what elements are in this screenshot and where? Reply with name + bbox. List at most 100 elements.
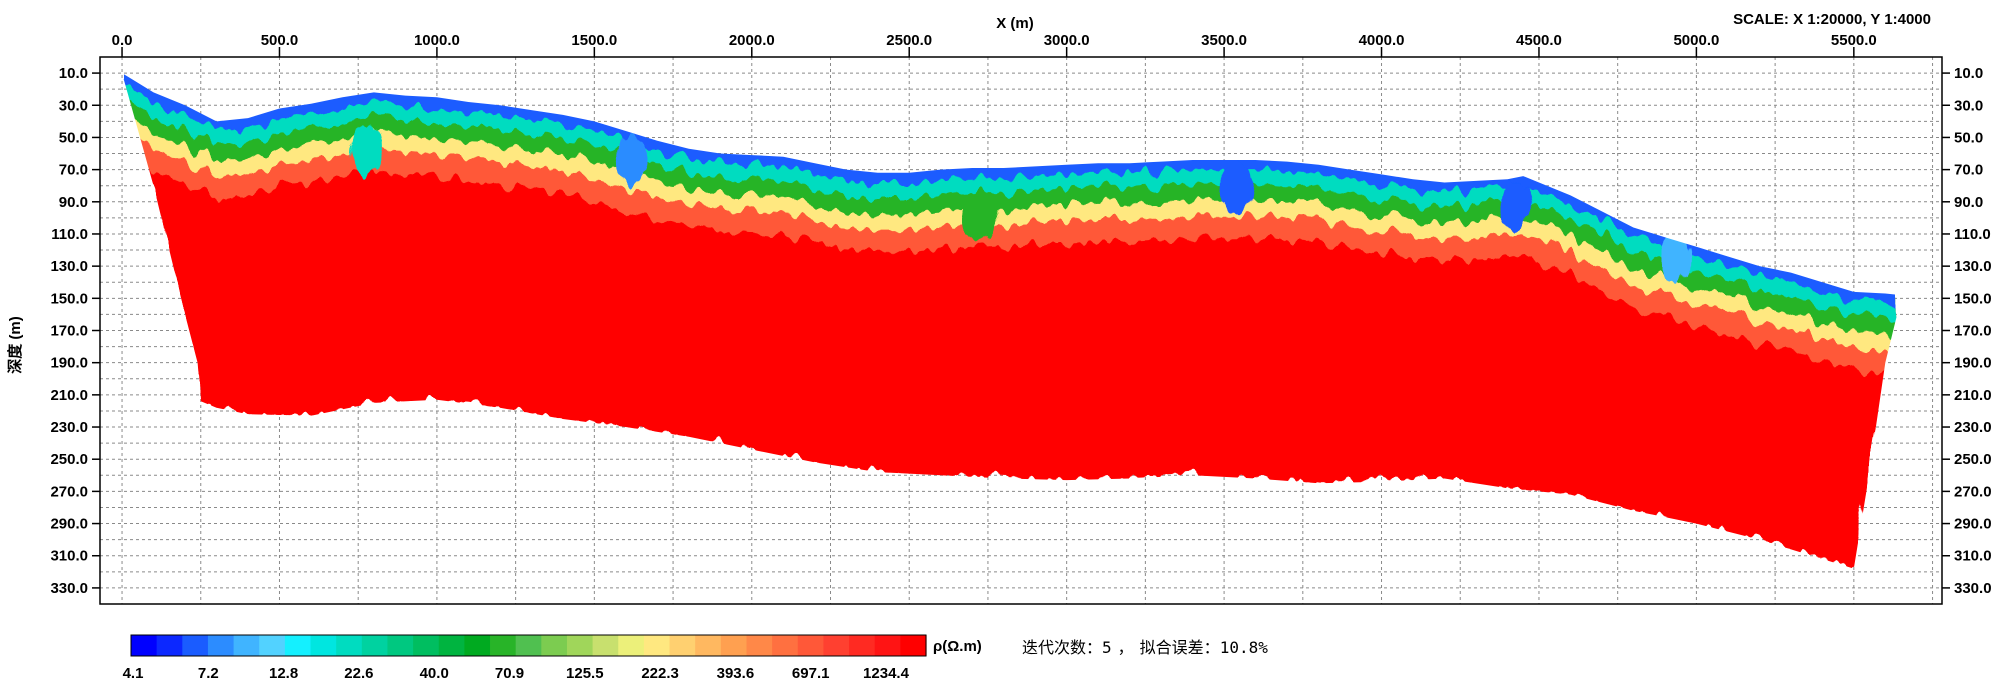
inversion-info: 迭代次数：5 ， 拟合误差：10.8% [1022,638,1268,657]
info-separator: ， [1118,638,1134,657]
y-tick-label-left: 170.0 [50,323,88,340]
y-tick-label-right: 10.0 [1954,65,1983,82]
colorbar-swatch [490,635,517,656]
fit-error-label: 拟合误差： [1140,638,1220,657]
colorbar-swatch [156,635,183,656]
colorbar-swatch [823,635,850,656]
colorbar-swatch [336,635,363,656]
colorbar-swatch [131,635,158,656]
y-tick-label-right: 70.0 [1954,162,1983,179]
iterations-label: 迭代次数： [1022,638,1102,657]
x-tick-label: 2500.0 [886,32,932,49]
colorbar-swatch [310,635,337,656]
y-tick-label-left: 210.0 [50,387,88,404]
colorbar-swatch [746,635,773,656]
y-tick-label-right: 310.0 [1954,548,1992,565]
colorbar-swatch [413,635,440,656]
colorbar-swatch [361,635,389,656]
iterations-value: 5 [1102,638,1112,657]
colorbar-tick-label: 7.2 [198,665,219,682]
y-tick-label-left: 190.0 [50,355,88,372]
y-tick-label-right: 330.0 [1954,580,1992,597]
y-tick-label-right: 150.0 [1954,290,1992,307]
y-tick-label-right: 110.0 [1954,226,1991,243]
resistivity-section [122,73,1902,569]
colorbar-tick-label: 1234.4 [863,665,910,682]
y-tick-label-right: 210.0 [1954,387,1992,404]
y-tick-label-left: 270.0 [50,483,88,500]
x-tick-label: 5500.0 [1831,32,1877,49]
y-tick-label-right: 90.0 [1954,194,1983,211]
resistivity-fill [122,73,1902,569]
low-resistivity-pocket [350,124,379,177]
low-resistivity-pocket [967,191,996,244]
colorbar-swatch [182,635,209,656]
x-tick-label: 3000.0 [1044,32,1090,49]
colorbar: 4.1 7.2 12.8 22.6 40.0 70.9 125.5 222.3 393.6 697… [123,634,927,682]
x-tick-label: 1500.0 [571,32,617,49]
y-tick-label-right: 30.0 [1954,97,1983,114]
y-tick-label-left: 150.0 [50,290,88,307]
x-tick-label: 0.0 [112,32,133,49]
y-tick-label-right: 130.0 [1954,258,1992,275]
colorbar-swatch [618,635,645,656]
y-tick-label-left: 230.0 [50,419,88,436]
colorbar-swatch [541,635,568,656]
colorbar-swatch [566,635,594,656]
y-tick-label-left: 30.0 [59,97,88,114]
colorbar-tick-label: 22.6 [344,665,373,682]
colorbar-tick-label: 12.8 [269,665,298,682]
fit-error-value: 10.8% [1220,638,1269,657]
section-body [122,73,1902,569]
colorbar-swatch [720,635,748,656]
y-axis-title: 深度 (m) [6,316,24,374]
x-tick-label: 1000.0 [414,32,460,49]
x-tick-label: 4500.0 [1516,32,1562,49]
colorbar-swatch [849,635,876,656]
scale-text: SCALE: X 1:20000, Y 1:4000 [1733,11,1931,28]
y-tick-label-right: 250.0 [1954,451,1992,468]
colorbar-swatch [874,635,901,656]
colorbar-tick-label: 393.6 [717,665,755,682]
y-tick-label-left: 250.0 [50,451,88,468]
y-tick-label-left: 110.0 [51,226,88,243]
colorbar-swatch [207,635,235,656]
y-tick-label-left: 130.0 [50,258,88,275]
y-tick-label-right: 290.0 [1954,516,1992,533]
y-tick-label-left: 330.0 [50,580,88,597]
x-axis-title: X (m) [996,15,1034,32]
colorbar-frame [130,634,927,657]
colorbar-swatch [259,635,286,656]
y-tick-label-left: 10.0 [59,65,88,82]
low-resistivity-pocket [1222,159,1251,212]
colorbar-swatch [387,635,414,656]
low-resistivity-pocket [618,130,647,183]
x-tick-label: 5000.0 [1673,32,1719,49]
y-tick-label-left: 310.0 [50,548,88,565]
colorbar-tick-label: 70.9 [495,665,524,682]
colorbar-swatch [695,635,722,656]
y-tick-label-right: 230.0 [1954,419,1992,436]
colorbar-unit-label: ρ(Ω.m) [933,638,982,655]
colorbar-tick-label: 125.5 [566,665,604,682]
colorbar-swatch [900,635,927,656]
y-tick-label-right: 190.0 [1954,355,1992,372]
colorbar-swatch [515,635,542,656]
colorbar-tick-label: 222.3 [641,665,679,682]
colorbar-swatch [284,635,312,656]
colorbar-swatch [592,635,619,656]
colorbar-swatch [233,635,260,656]
y-tick-label-right: 50.0 [1954,129,1983,146]
x-tick-label: 4000.0 [1359,32,1405,49]
colorbar-swatch [669,635,696,656]
colorbar-tick-label: 40.0 [420,665,449,682]
colorbar-tick-label: 4.1 [123,665,144,682]
x-tick-label: 500.0 [261,32,299,49]
y-axis-ticks-left: 10.0 30.0 50.0 70.0 90.0 110.0 130.0 150.0 170.0… [50,65,100,597]
low-resistivity-pocket [1660,232,1689,285]
colorbar-swatch [772,635,799,656]
y-axis-ticks-right: 10.0 30.0 50.0 70.0 90.0 110.0 130.0 150.0 170.0… [1942,65,1992,597]
colorbar-swatch [438,635,465,656]
low-resistivity-pocket [1499,179,1528,232]
